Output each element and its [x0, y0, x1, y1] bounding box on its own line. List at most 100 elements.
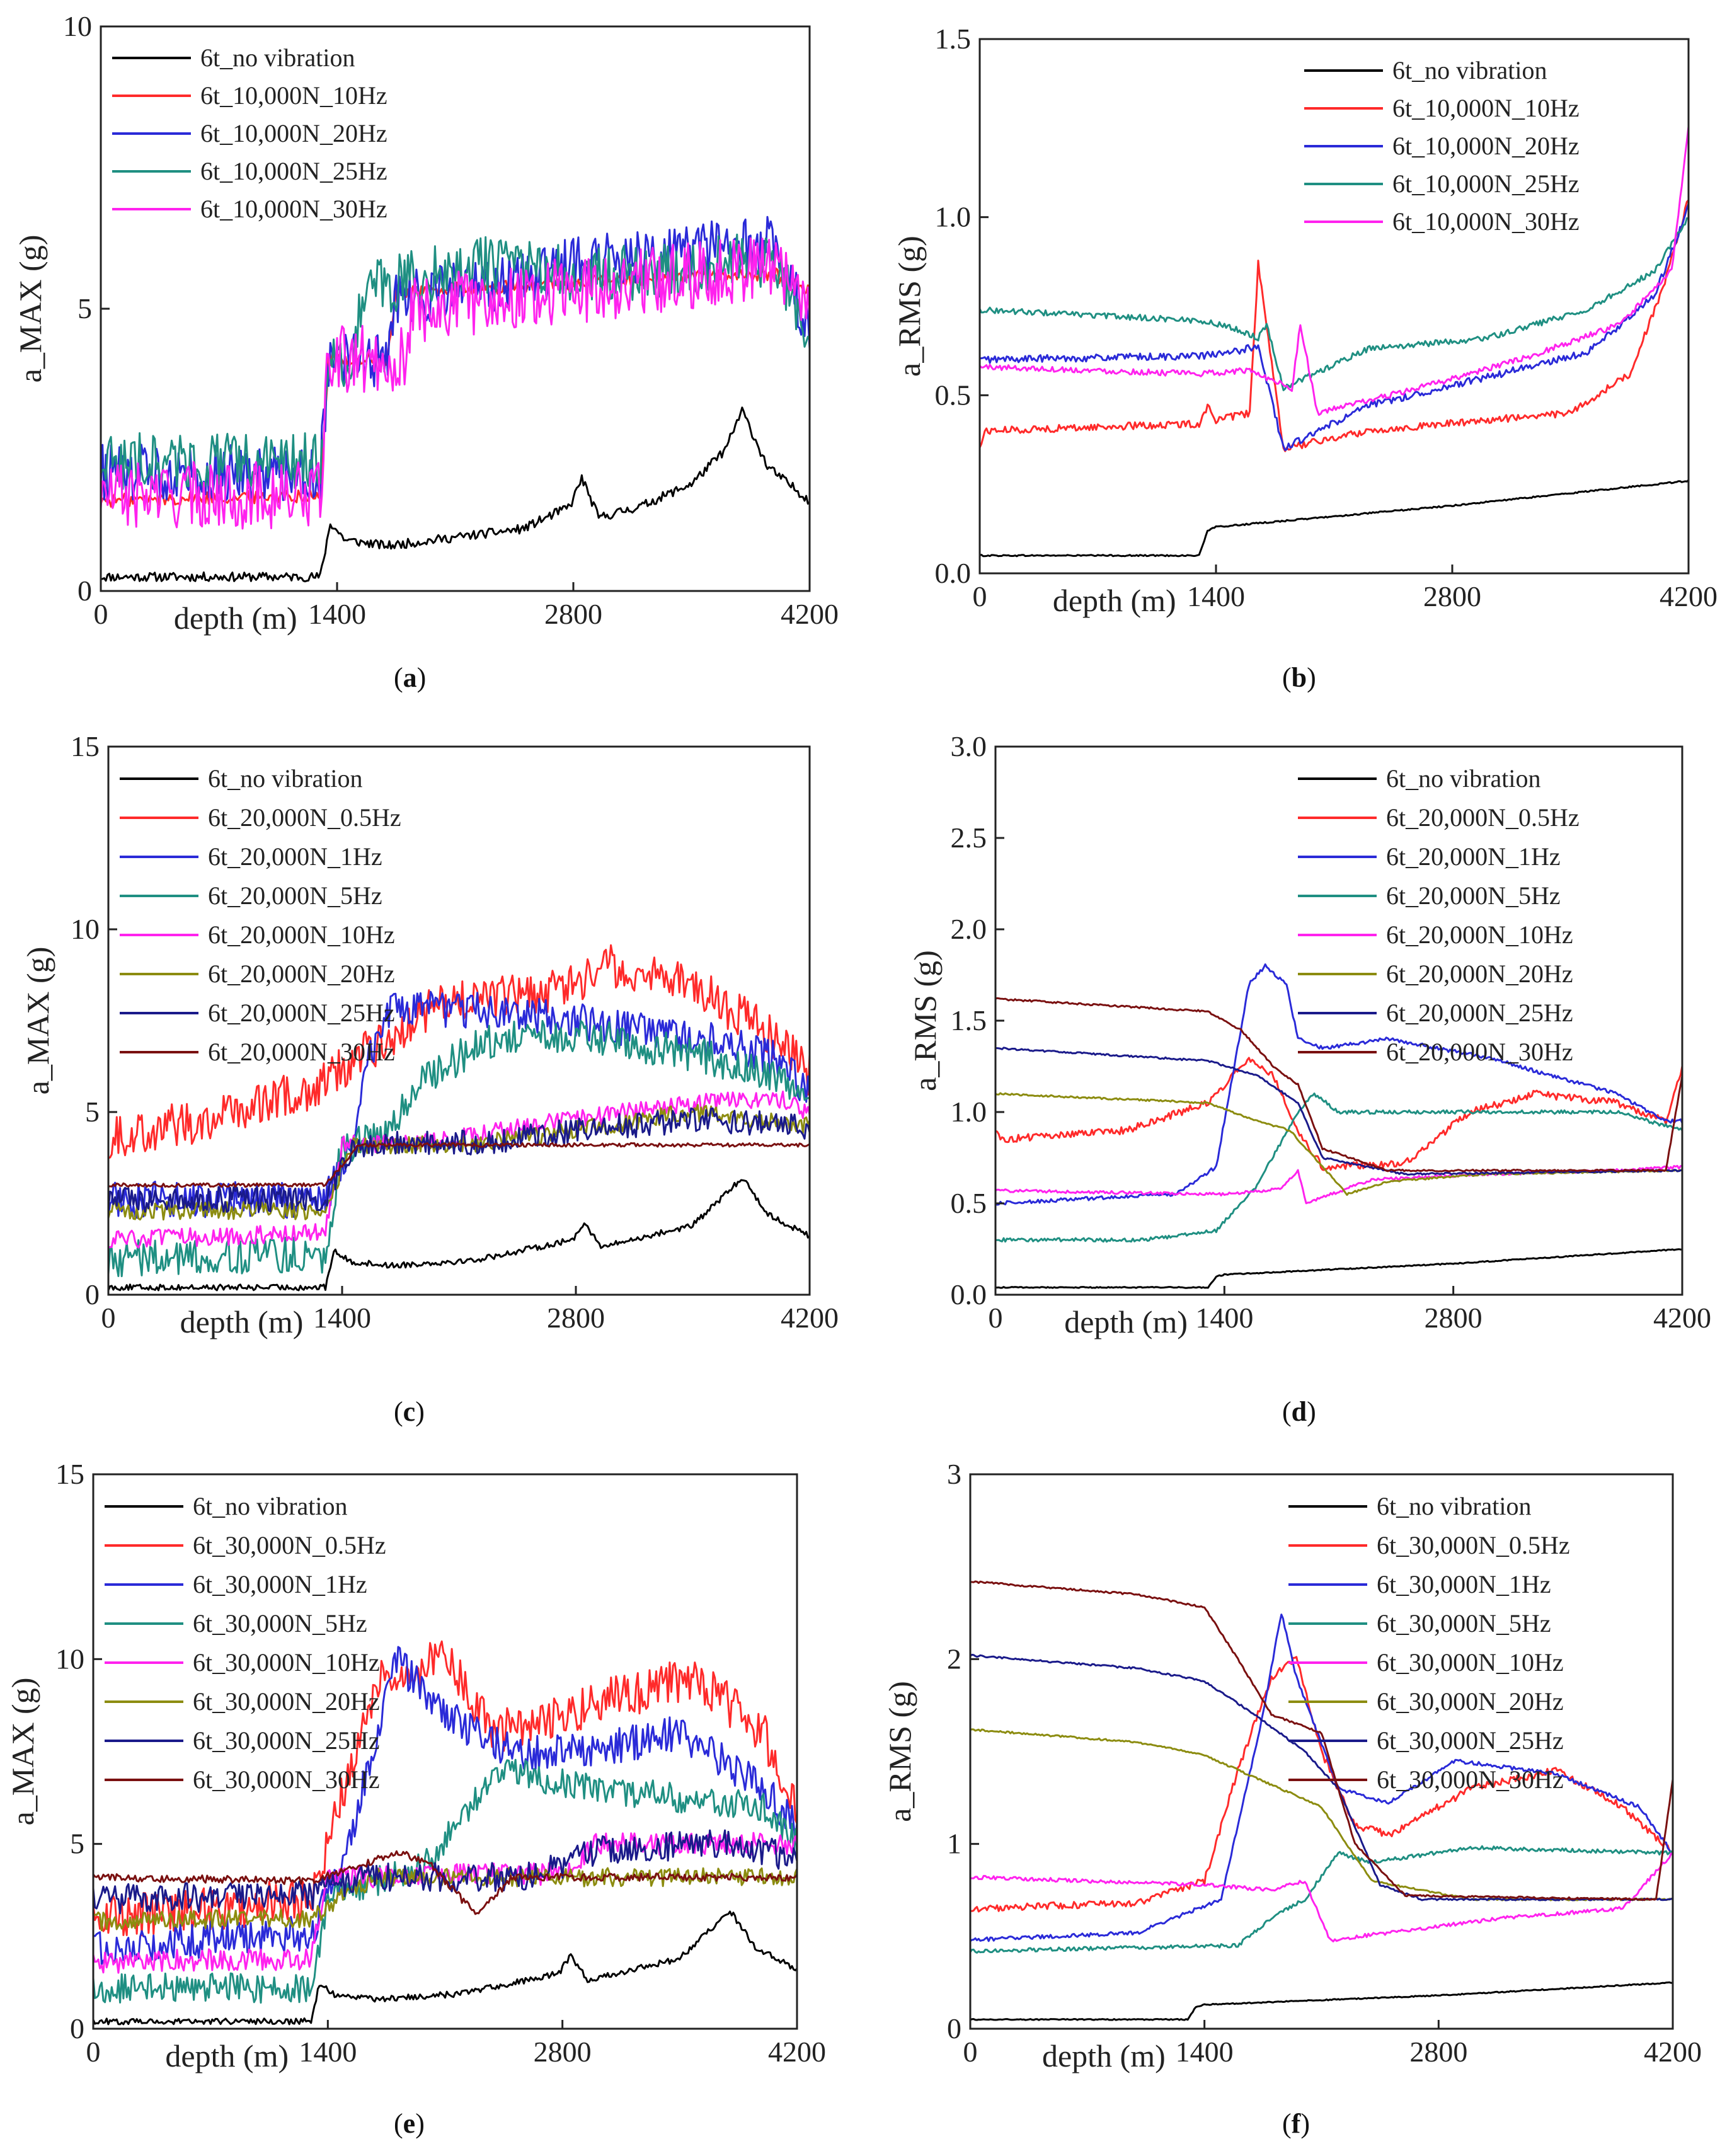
- series-line: [108, 1142, 810, 1188]
- series-line: [101, 406, 810, 583]
- plot-area-a: [101, 215, 810, 583]
- legend-entry: 6t_20,000N_5Hz: [208, 881, 382, 910]
- x-axis-label: depth (m): [174, 600, 297, 636]
- x-axis-label: depth (m): [1064, 1304, 1188, 1339]
- legend-entry: 6t_30,000N_25Hz: [1377, 1726, 1564, 1755]
- x-tick-label: 2800: [1423, 580, 1481, 612]
- series-line: [108, 1107, 810, 1213]
- x-tick-label: 0: [973, 580, 987, 612]
- caption-f: (f): [1282, 2108, 1310, 2139]
- plot-frame: [92, 1473, 798, 2030]
- legend-entry: 6t_20,000N_5Hz: [1386, 881, 1561, 910]
- series-line: [101, 267, 810, 508]
- y-tick-label: 0: [70, 2012, 84, 2044]
- legend-entry: 6t_30,000N_30Hz: [193, 1765, 380, 1794]
- x-axis-label: depth (m): [1053, 583, 1176, 618]
- y-tick-label: 1.0: [935, 201, 972, 233]
- series-line: [995, 997, 1682, 1173]
- x-tick-label: 1400: [1195, 1302, 1253, 1334]
- plot-area-b: [980, 126, 1689, 558]
- x-tick-label: 2800: [544, 598, 602, 630]
- caption-e-label: e: [403, 2108, 416, 2139]
- series-line: [995, 1046, 1682, 1176]
- legend-entry: 6t_20,000N_10Hz: [208, 920, 395, 949]
- series-line: [93, 1850, 797, 1915]
- series-line: [970, 1656, 1673, 1913]
- series-line: [995, 963, 1682, 1206]
- y-tick-label: 0: [947, 2012, 961, 2044]
- series-line: [970, 1653, 1673, 1901]
- legend-entry: 6t_10,000N_20Hz: [200, 119, 387, 147]
- legend-entry: 6t_30,000N_0.5Hz: [1377, 1531, 1570, 1559]
- series-line: [108, 1179, 810, 1292]
- y-tick-label: 0: [85, 1278, 100, 1310]
- legend-entry: 6t_no vibration: [1377, 1492, 1532, 1520]
- series-line: [970, 1981, 1673, 2021]
- series-line: [108, 990, 810, 1219]
- x-tick-label: 0: [989, 1302, 1003, 1334]
- caption-b: (b): [1282, 662, 1316, 693]
- y-tick-label: 10: [63, 10, 92, 42]
- legend-entry: 6t_10,000N_10Hz: [1392, 94, 1580, 122]
- legend-entry: 6t_10,000N_25Hz: [1392, 169, 1580, 198]
- series-line: [93, 1646, 797, 1966]
- x-tick-label: 4200: [781, 1302, 839, 1334]
- y-axis-label: a_MAX (g): [13, 235, 48, 383]
- x-tick-label: 2800: [534, 2036, 592, 2068]
- series-line: [93, 1758, 797, 2004]
- series-line: [108, 1019, 810, 1278]
- y-tick-label: 15: [71, 730, 100, 762]
- legend-entry: 6t_20,000N_1Hz: [208, 842, 382, 871]
- x-tick-label: 1400: [313, 1302, 371, 1334]
- legend: 6t_no vibration 6t_30,000N_0.5Hz 6t_30,000…: [1288, 1492, 1570, 1794]
- plot-area-d: [995, 963, 1682, 1289]
- y-tick-label: 15: [55, 1458, 84, 1490]
- y-tick-label: 5: [77, 292, 92, 324]
- caption-c-label: c: [403, 1396, 416, 1427]
- series-line: [93, 1640, 797, 1937]
- legend-entry: 6t_30,000N_10Hz: [193, 1648, 380, 1677]
- legend-entry: 6t_10,000N_20Hz: [1392, 132, 1580, 160]
- series-line: [101, 237, 810, 530]
- series-line: [995, 1092, 1682, 1196]
- caption-a: (a): [394, 662, 427, 693]
- legend-entry: 6t_20,000N_10Hz: [1386, 920, 1573, 949]
- caption-a-label: a: [403, 662, 417, 693]
- series-line: [995, 1057, 1682, 1171]
- x-tick-label: 1400: [1187, 580, 1245, 612]
- y-tick-label: 2: [947, 1643, 961, 1675]
- legend: 6t_no vibration 6t_10,000N_10Hz 6t_10,000N…: [112, 43, 387, 223]
- legend-entry: 6t_20,000N_20Hz: [1386, 960, 1573, 988]
- plot-area-e: [93, 1640, 797, 2026]
- y-tick-label: 5: [70, 1828, 84, 1860]
- legend-entry: 6t_20,000N_30Hz: [208, 1038, 395, 1066]
- plot-frame: [994, 745, 1683, 1296]
- legend-entry: 6t_no vibration: [208, 764, 363, 793]
- legend-entry: 6t_30,000N_25Hz: [193, 1726, 380, 1755]
- x-tick-label: 0: [963, 2036, 978, 2068]
- legend-entry: 6t_20,000N_0.5Hz: [1386, 803, 1580, 832]
- caption-c: (c): [394, 1396, 425, 1427]
- x-tick-label: 4200: [1644, 2036, 1702, 2068]
- y-tick-label: 0.0: [951, 1278, 987, 1310]
- y-axis-label: a_RMS (g): [907, 950, 943, 1091]
- x-axis-label: depth (m): [1042, 2038, 1166, 2073]
- x-tick-label: 4200: [768, 2036, 826, 2068]
- legend-entry: 6t_30,000N_30Hz: [1377, 1765, 1564, 1794]
- legend-entry: 6t_30,000N_1Hz: [193, 1570, 367, 1598]
- legend: 6t_no vibration 6t_10,000N_10Hz 6t_10,000N…: [1304, 56, 1580, 236]
- y-tick-label: 0.5: [951, 1187, 987, 1219]
- plot-frame: [978, 38, 1690, 575]
- series-line: [108, 1104, 810, 1221]
- y-axis-label: a_RMS (g): [892, 236, 927, 377]
- series-line: [970, 1580, 1673, 1901]
- series-line: [970, 1614, 1673, 1942]
- legend-entry: 6t_20,000N_20Hz: [208, 960, 395, 988]
- caption-d-label: d: [1291, 1396, 1307, 1427]
- series-line: [970, 1728, 1673, 1901]
- y-tick-label: 1: [947, 1828, 961, 1860]
- series-line: [970, 1845, 1673, 1954]
- series-line: [970, 1852, 1673, 1942]
